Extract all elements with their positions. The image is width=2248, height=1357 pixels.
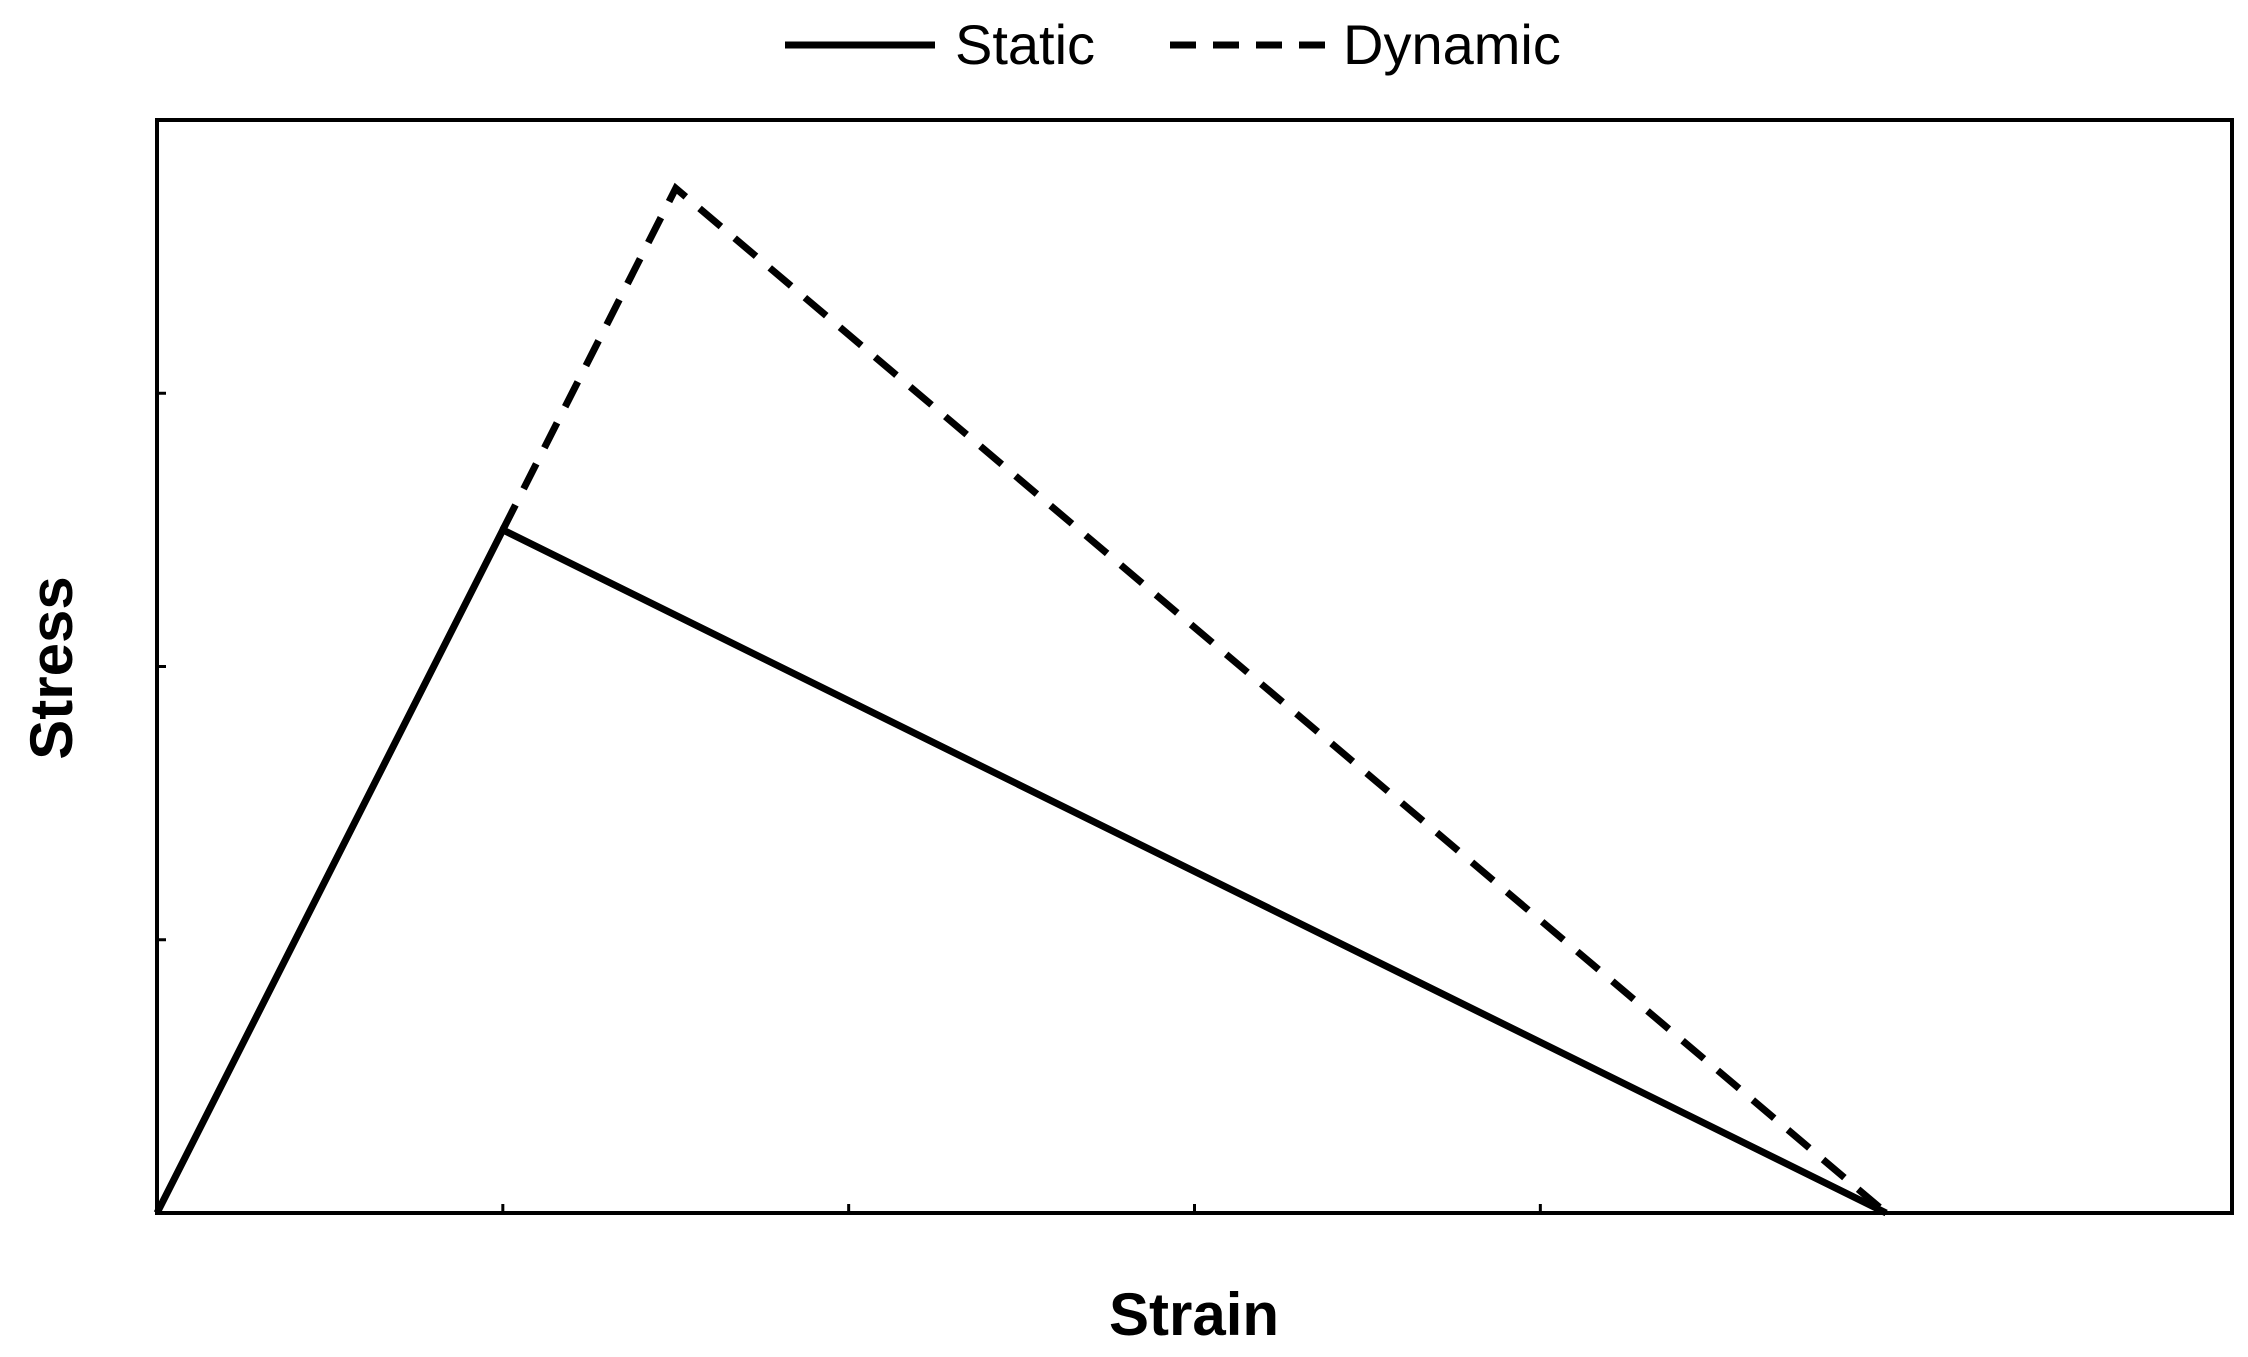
plot-frame (155, 118, 2234, 1215)
series-layer (153, 182, 1889, 1217)
y-axis-title: Stress (18, 576, 85, 759)
series-line-static (153, 525, 1888, 1217)
x-axis-ticks (501, 1204, 1542, 1213)
x-axis-title: Strain (1109, 1281, 1279, 1348)
legend-label-dynamic: Dynamic (1343, 13, 1561, 76)
series-line-dynamic (499, 182, 1889, 1216)
y-axis-ticks (157, 391, 166, 942)
legend: Static Dynamic (785, 13, 1561, 76)
legend-label-static: Static (955, 13, 1095, 76)
